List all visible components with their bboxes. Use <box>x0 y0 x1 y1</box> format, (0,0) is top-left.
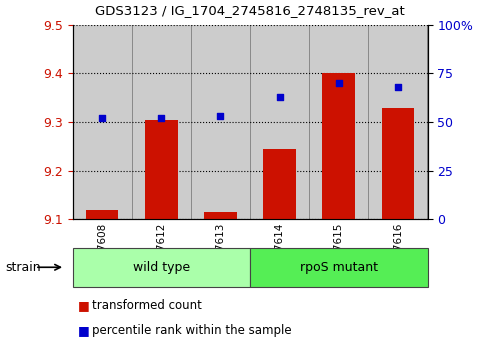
Text: wild type: wild type <box>132 261 190 274</box>
Text: ■: ■ <box>78 324 89 337</box>
Bar <box>86 210 118 219</box>
Point <box>335 80 343 86</box>
Point <box>394 84 402 90</box>
Point <box>216 113 224 119</box>
Point <box>276 94 283 99</box>
Bar <box>309 25 368 219</box>
Bar <box>191 25 250 219</box>
Bar <box>250 25 309 219</box>
Bar <box>322 73 355 219</box>
Point <box>98 115 106 121</box>
Point <box>157 115 165 121</box>
Text: GDS3123 / IG_1704_2745816_2748135_rev_at: GDS3123 / IG_1704_2745816_2748135_rev_at <box>95 4 405 17</box>
Bar <box>72 25 132 219</box>
Text: ■: ■ <box>78 299 89 312</box>
Bar <box>368 25 428 219</box>
Bar <box>204 212 236 219</box>
Bar <box>264 149 296 219</box>
Text: strain: strain <box>5 261 41 274</box>
Bar <box>145 120 178 219</box>
Text: transformed count: transformed count <box>92 299 202 312</box>
Bar <box>382 108 414 219</box>
Bar <box>132 25 191 219</box>
Text: rpoS mutant: rpoS mutant <box>300 261 378 274</box>
Text: percentile rank within the sample: percentile rank within the sample <box>92 324 292 337</box>
